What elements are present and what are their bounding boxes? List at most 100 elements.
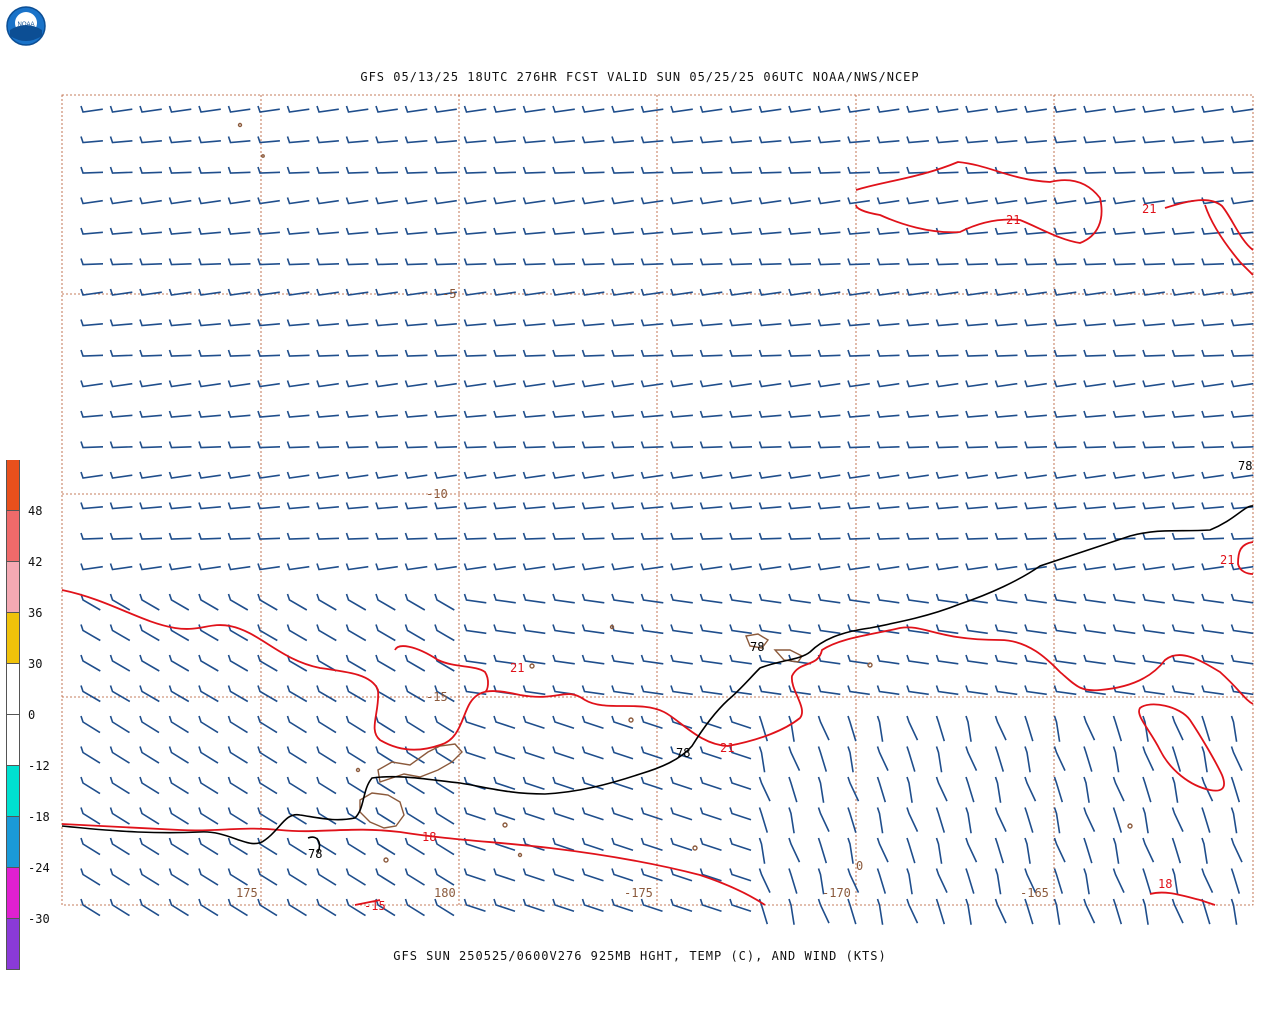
colorbar-label: -12 [28,759,50,773]
wind-barb [1230,776,1241,803]
wind-barb [463,868,486,882]
wind-barb [1053,807,1061,834]
wind-barb [1201,227,1224,235]
wind-barb [80,898,101,917]
wind-barb [345,868,366,886]
wind-barb [434,685,455,703]
wind-barb [906,471,929,479]
wind-barb [994,227,1018,235]
wind-barb [699,471,723,479]
wind-barb [493,410,516,418]
wind-barb [1230,136,1254,144]
wind-barb [935,654,959,665]
wind-barb [817,654,841,665]
wind-barb [316,807,337,825]
wind-barb [109,868,130,886]
wind-barb [198,166,222,174]
wind-barb [168,502,192,510]
wind-barb [227,410,251,418]
wind-barb [906,807,919,832]
wind-barb [552,898,575,912]
wind-barb [1024,349,1048,357]
wind-barb [847,624,870,635]
wind-barb [965,166,989,174]
wind-barb [758,746,766,773]
wind-barb [581,471,605,479]
wind-barb [80,807,101,825]
wind-barb [847,349,871,357]
wind-barb [640,685,664,696]
wind-barb [109,837,130,856]
wind-barb [1230,410,1254,418]
wind-barb [581,593,605,604]
wind-barb [581,410,605,418]
wind-barb [1024,502,1047,510]
wind-barb [876,258,900,266]
wind-barb [965,380,988,388]
wind-barb [345,166,369,174]
wind-barb [1083,288,1106,296]
wind-barb [611,624,634,635]
wind-barb [493,197,516,205]
wind-barb [965,349,989,357]
wind-barb [1142,136,1165,144]
wind-barb [729,319,752,327]
wind-barb [699,502,723,510]
wind-barb [1171,441,1195,449]
wind-barb [699,654,723,665]
wind-barb [1171,380,1195,388]
colorbar-label: 30 [28,657,43,671]
wind-barb [1201,776,1214,802]
wind-barb [729,166,753,174]
wind-barb [493,441,517,449]
wind-barb [463,258,487,266]
wind-barb [847,868,860,893]
wind-barb [994,441,1018,449]
wind-barb [1112,227,1136,235]
wind-barb [847,898,857,925]
wind-barb [227,380,251,388]
wind-barb [965,227,988,235]
wind-barb [1083,624,1106,635]
wind-barb [876,593,900,604]
wind-barb [640,227,664,235]
wind-barb [139,807,160,825]
wind-barb [1171,654,1195,665]
wind-barb [611,746,634,760]
noaa-logo-text: NOAA [17,22,34,28]
wind-barb [345,288,369,296]
wind-barb [168,685,190,703]
wind-barb [139,746,160,764]
wind-barb [198,776,219,795]
wind-barb [1053,563,1077,571]
wind-barb [699,532,723,540]
wind-barb [227,654,249,672]
wind-barb [493,593,516,604]
wind-barb [847,593,870,604]
wind-barb [1083,197,1106,205]
wind-barb [699,807,722,821]
wind-barb [1112,410,1136,418]
wind-barb [876,807,884,834]
colorbar-label: 42 [28,555,43,569]
wind-barb [906,136,929,144]
wind-barb [1053,441,1077,449]
wind-barb [817,715,830,741]
wind-barb [1171,227,1195,235]
wind-barb [965,319,988,327]
wind-barb [286,288,310,296]
wind-barb [965,898,972,925]
wind-barb [80,319,103,327]
wind-barb [611,471,634,479]
wind-barb [935,868,948,893]
wind-barb [375,807,396,825]
wind-barb [80,532,104,540]
wind-barb [168,471,192,479]
wind-barb [640,654,664,665]
wind-barb [876,837,889,863]
wind-barb [640,898,663,912]
colorbar-segment [6,613,20,664]
wind-barb [1171,807,1184,832]
wind-barb [375,868,396,886]
wind-barb [994,349,1018,357]
